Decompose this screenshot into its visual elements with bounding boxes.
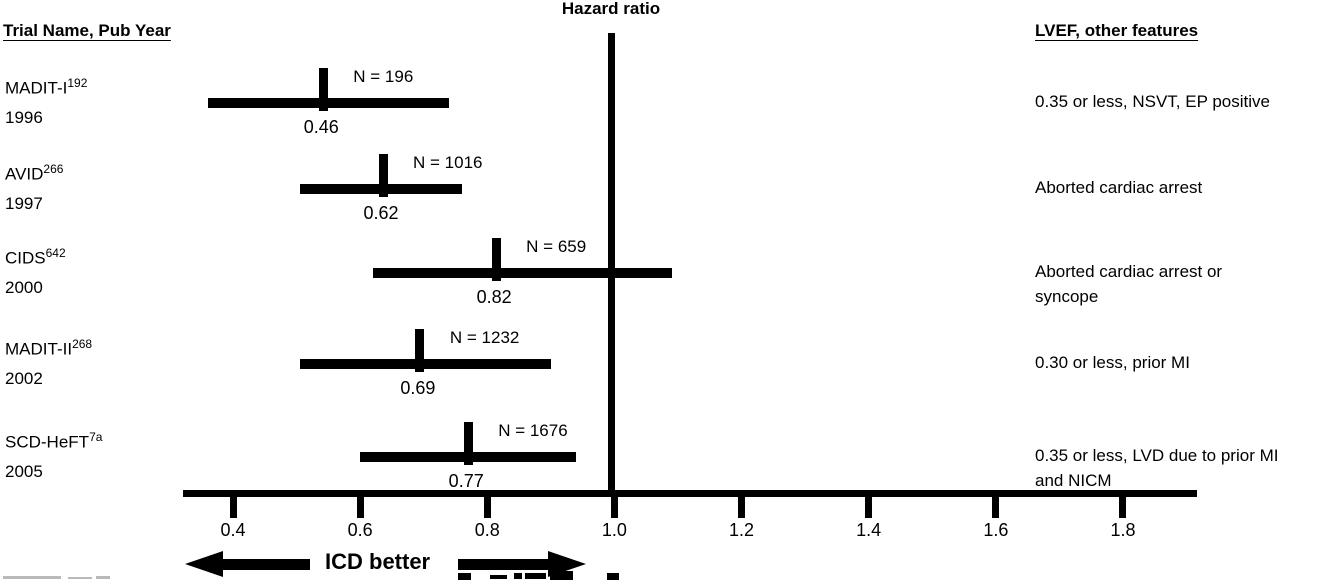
trial-name-label: CIDS642 bbox=[5, 246, 66, 268]
x-axis-tick bbox=[865, 490, 873, 518]
trial-reference-superscript: 642 bbox=[45, 246, 66, 260]
trial-reference-superscript: 268 bbox=[72, 337, 93, 351]
x-axis-tick bbox=[992, 490, 1000, 518]
confidence-interval-bar bbox=[299, 359, 551, 369]
trial-name-label: MADIT-I192 bbox=[5, 76, 88, 98]
n-label: N = 659 bbox=[526, 237, 587, 256]
x-axis-tick-label: 0.6 bbox=[347, 520, 373, 540]
x-axis-tick bbox=[229, 490, 237, 518]
left-arrow-icon bbox=[185, 551, 310, 577]
reference-line-hr-1 bbox=[608, 33, 615, 491]
point-estimate-tick bbox=[415, 329, 425, 372]
point-estimate-tick bbox=[378, 154, 388, 197]
trial-year-label: 2000 bbox=[5, 278, 43, 297]
x-axis-line bbox=[183, 490, 1197, 497]
x-axis-tick bbox=[610, 490, 618, 518]
trial-reference-superscript: 266 bbox=[43, 162, 64, 176]
trial-year-label: 1997 bbox=[5, 194, 43, 213]
x-axis-tick-label: 1.6 bbox=[983, 520, 1009, 540]
n-label: N = 196 bbox=[353, 67, 414, 86]
features-label: 0.30 or less, prior MI bbox=[1035, 353, 1190, 372]
trial-name-label: AVID266 bbox=[5, 162, 64, 184]
hazard-ratio-label: 0.82 bbox=[476, 287, 512, 307]
point-estimate-tick bbox=[318, 68, 328, 111]
direction-label: ICD better bbox=[325, 549, 431, 574]
hazard-ratio-label: 0.77 bbox=[448, 471, 484, 491]
trial-reference-superscript: 7a bbox=[89, 430, 103, 444]
features-label: 0.35 or less, NSVT, EP positive bbox=[1035, 92, 1270, 111]
trial-reference-superscript: 192 bbox=[67, 76, 88, 90]
clipped-text-fragment-mark bbox=[458, 573, 471, 580]
hazard-ratio-label: 0.46 bbox=[303, 117, 339, 137]
left-column-header: Trial Name, Pub Year bbox=[3, 21, 171, 40]
clipped-text-fragment-mark bbox=[607, 573, 619, 580]
n-label: N = 1676 bbox=[498, 421, 568, 440]
chart-title: Hazard ratio bbox=[561, 0, 661, 18]
x-axis-tick-label: 1.4 bbox=[856, 520, 882, 540]
x-axis-tick bbox=[738, 490, 746, 518]
clipped-text-fragment-mark-faint bbox=[68, 577, 92, 579]
trial-year-label: 2002 bbox=[5, 369, 43, 388]
hazard-ratio-label: 0.69 bbox=[400, 378, 436, 398]
clipped-text-fragment-mark-faint bbox=[3, 576, 61, 579]
x-axis-tick-label: 1.8 bbox=[1110, 520, 1136, 540]
x-axis-tick bbox=[483, 490, 491, 518]
clipped-text-fragment-mark bbox=[490, 575, 507, 579]
n-label: N = 1232 bbox=[449, 328, 520, 347]
trial-name-label: MADIT-II268 bbox=[5, 337, 93, 359]
features-label: 0.35 or less, LVD due to prior MI and NIC… bbox=[1035, 446, 1279, 490]
x-axis-tick-label: 0.4 bbox=[220, 520, 246, 540]
x-axis-tick bbox=[356, 490, 364, 518]
clipped-text-fragment-mark bbox=[514, 573, 522, 579]
hazard-ratio-label: 0.62 bbox=[363, 203, 399, 223]
trial-name-label: SCD-HeFT7a bbox=[5, 430, 103, 452]
x-axis-tick-label: 1.0 bbox=[601, 520, 627, 540]
clipped-text-fragment-mark bbox=[550, 571, 573, 580]
point-estimate-tick bbox=[491, 238, 501, 281]
features-label: Aborted cardiac arrest bbox=[1035, 178, 1203, 197]
trial-year-label: 2005 bbox=[5, 462, 43, 481]
confidence-interval-bar bbox=[372, 268, 672, 278]
x-axis-tick-label: 0.8 bbox=[474, 520, 500, 540]
x-axis-tick bbox=[1119, 490, 1127, 518]
point-estimate-tick bbox=[463, 422, 473, 465]
n-label: N = 1016 bbox=[413, 153, 483, 172]
confidence-interval-bar bbox=[207, 98, 450, 108]
clipped-text-fragment-mark bbox=[525, 573, 546, 579]
x-axis-tick-label: 1.2 bbox=[729, 520, 755, 540]
features-label: Aborted cardiac arrest or syncope bbox=[1035, 262, 1223, 306]
right-column-header: LVEF, other features bbox=[1035, 21, 1199, 40]
trial-year-label: 1996 bbox=[5, 108, 43, 127]
clipped-text-fragment-mark-faint bbox=[96, 576, 110, 579]
